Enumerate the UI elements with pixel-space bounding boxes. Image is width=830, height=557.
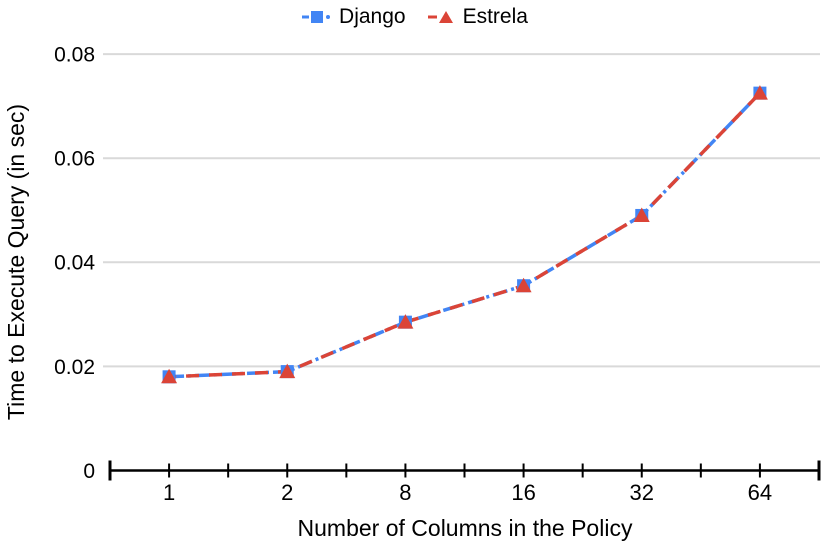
y-tick-label: 0: [83, 460, 95, 483]
estrela-data-point: [515, 277, 532, 293]
x-tick-label: 8: [399, 480, 411, 505]
x-axis-title: Number of Columns in the Policy: [297, 515, 633, 541]
estrela-data-point: [397, 314, 414, 329]
estrela-series-line: [169, 91, 762, 379]
chart-legend: Django Estrela: [0, 5, 830, 29]
x-tick-label: 32: [630, 480, 654, 505]
y-tick-label: 0.08: [54, 43, 95, 66]
x-tick-label: 16: [511, 480, 535, 505]
x-tick-label: 2: [281, 480, 293, 505]
django-series-marker-icon: [302, 11, 331, 23]
django-series-line: [169, 91, 762, 379]
x-tick-label: 1: [163, 480, 175, 505]
legend-item-django: Django: [302, 5, 406, 29]
estrela-data-point: [279, 363, 296, 379]
legend-item-estrela: Estrela: [427, 5, 528, 29]
y-tick-label: 0.06: [54, 148, 95, 171]
y-tick-label: 0.04: [54, 252, 95, 275]
estrela-data-point: [161, 368, 178, 384]
x-tick-label: 64: [748, 480, 772, 505]
estrela-data-point: [751, 85, 768, 100]
legend-label-django: Django: [339, 5, 406, 28]
estrela-series-marker-icon: [427, 11, 453, 23]
legend-label-estrela: Estrela: [462, 5, 528, 28]
y-tick-label: 0.02: [54, 356, 95, 379]
estrela-data-point: [633, 207, 650, 222]
